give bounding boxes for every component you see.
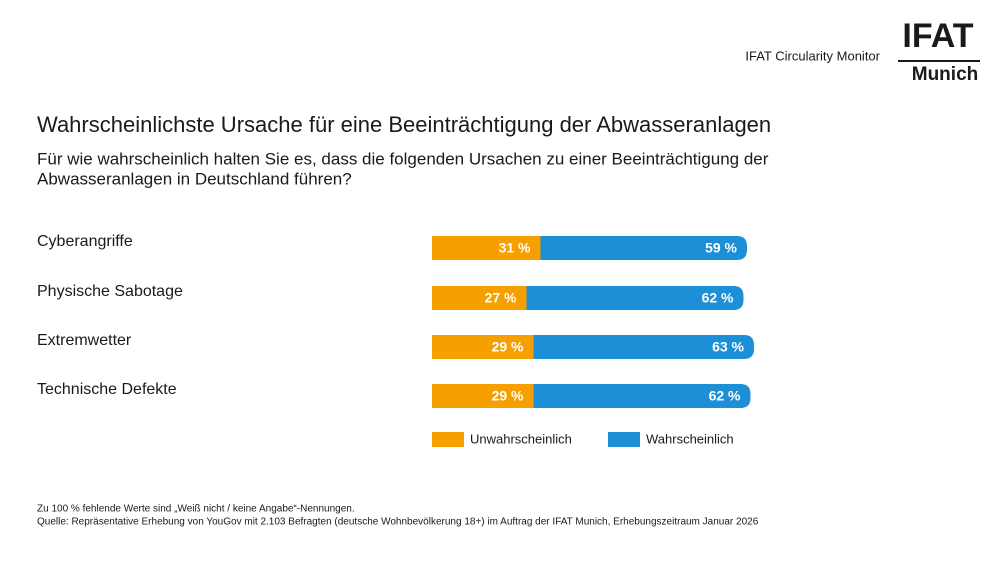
- logo-sub: Munich: [912, 64, 979, 85]
- bar-segment: [526, 286, 744, 310]
- bar-segment: [540, 236, 747, 260]
- value-label: 31 %: [499, 240, 531, 256]
- value-label: 62 %: [709, 388, 741, 404]
- category-label: Technische Defekte: [37, 381, 177, 398]
- category-label: Physische Sabotage: [37, 283, 183, 300]
- monitor-label: IFAT Circularity Monitor: [745, 48, 880, 63]
- bar-segment: [432, 384, 534, 408]
- value-label: 29 %: [492, 388, 524, 404]
- logo: IFAT: [902, 17, 973, 55]
- subtitle: Abwasseranlagen in Deutschland führen?: [37, 169, 352, 188]
- bar-segment: [432, 335, 534, 359]
- value-label: 62 %: [702, 290, 734, 306]
- value-label: 63 %: [712, 339, 744, 355]
- value-label: 27 %: [485, 290, 517, 306]
- footnote: Zu 100 % fehlende Werte sind „Weiß nicht…: [37, 504, 355, 515]
- value-label: 59 %: [705, 240, 737, 256]
- legend-swatch: [432, 432, 464, 447]
- bar-segment: [533, 335, 754, 359]
- bar-segment: [533, 384, 751, 408]
- value-label: 29 %: [492, 339, 524, 355]
- category-label: Cyberangriffe: [37, 233, 133, 250]
- bar-segment: [432, 286, 527, 310]
- legend-label: Unwahrscheinlich: [470, 431, 572, 446]
- category-label: Extremwetter: [37, 332, 132, 349]
- chart-title: Wahrscheinlichste Ursache für eine Beein…: [37, 112, 771, 137]
- subtitle: Für wie wahrscheinlich halten Sie es, da…: [37, 149, 769, 168]
- bar-segment: [432, 236, 541, 260]
- footnote: Quelle: Repräsentative Erhebung von YouG…: [37, 517, 759, 528]
- legend-label: Wahrscheinlich: [646, 431, 734, 446]
- legend-swatch: [608, 432, 640, 447]
